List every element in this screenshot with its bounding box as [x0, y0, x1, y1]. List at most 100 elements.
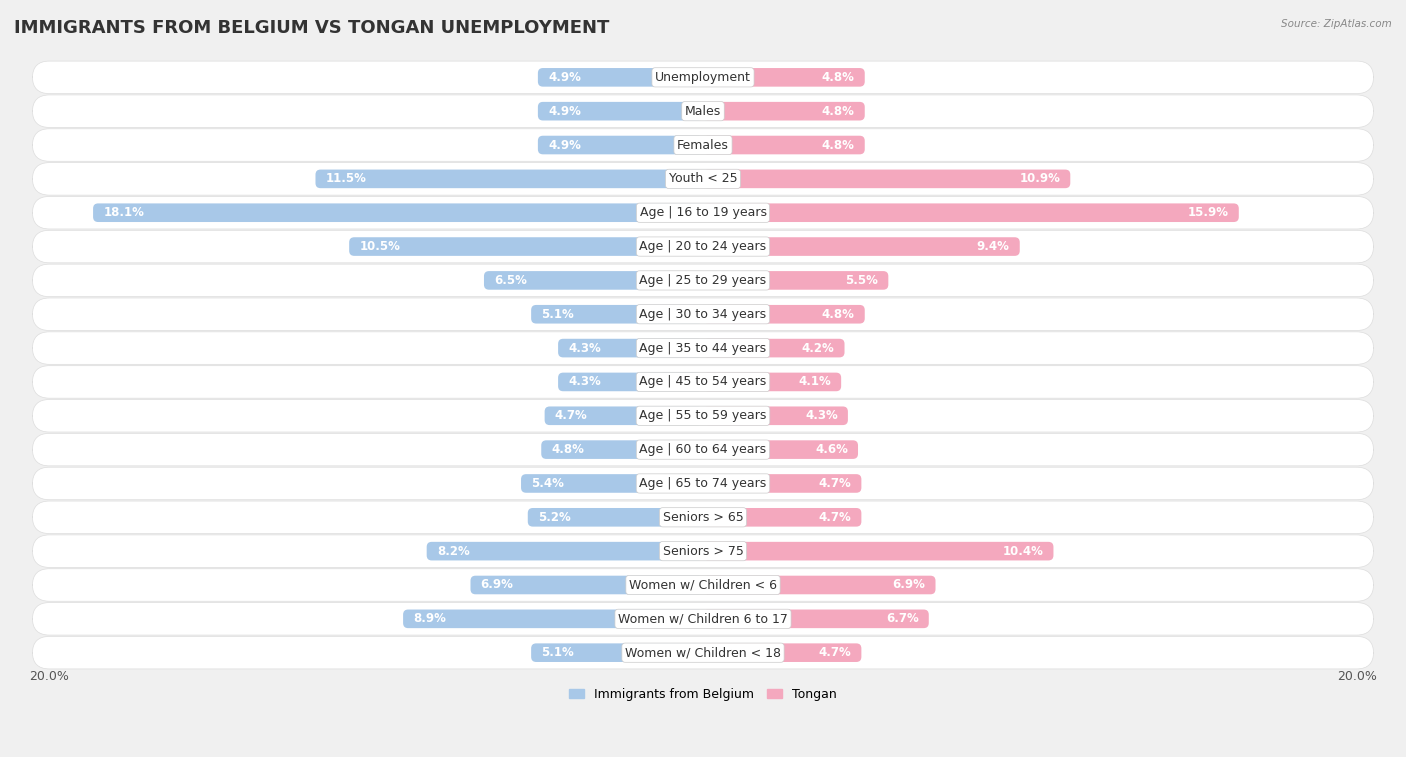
Text: Women w/ Children < 18: Women w/ Children < 18	[626, 646, 780, 659]
FancyBboxPatch shape	[531, 643, 703, 662]
FancyBboxPatch shape	[558, 339, 703, 357]
Text: Unemployment: Unemployment	[655, 71, 751, 84]
FancyBboxPatch shape	[544, 407, 703, 425]
FancyBboxPatch shape	[522, 474, 703, 493]
FancyBboxPatch shape	[315, 170, 703, 188]
Text: 20.0%: 20.0%	[1337, 670, 1376, 683]
Text: IMMIGRANTS FROM BELGIUM VS TONGAN UNEMPLOYMENT: IMMIGRANTS FROM BELGIUM VS TONGAN UNEMPL…	[14, 19, 609, 37]
FancyBboxPatch shape	[32, 95, 1374, 127]
Text: 4.7%: 4.7%	[818, 511, 851, 524]
Text: 5.1%: 5.1%	[541, 646, 574, 659]
FancyBboxPatch shape	[32, 603, 1374, 635]
FancyBboxPatch shape	[703, 237, 1019, 256]
Text: 4.9%: 4.9%	[548, 139, 581, 151]
Text: Seniors > 65: Seniors > 65	[662, 511, 744, 524]
Text: 10.4%: 10.4%	[1002, 544, 1043, 558]
Text: 11.5%: 11.5%	[326, 173, 367, 185]
Text: Source: ZipAtlas.com: Source: ZipAtlas.com	[1281, 19, 1392, 29]
FancyBboxPatch shape	[703, 102, 865, 120]
FancyBboxPatch shape	[703, 407, 848, 425]
Text: 4.9%: 4.9%	[548, 71, 581, 84]
FancyBboxPatch shape	[32, 298, 1374, 331]
Text: 4.8%: 4.8%	[821, 104, 855, 117]
FancyBboxPatch shape	[703, 609, 929, 628]
FancyBboxPatch shape	[32, 366, 1374, 398]
FancyBboxPatch shape	[32, 163, 1374, 195]
FancyBboxPatch shape	[32, 501, 1374, 534]
Text: 6.7%: 6.7%	[886, 612, 918, 625]
Text: 6.9%: 6.9%	[481, 578, 513, 591]
Text: Age | 30 to 34 years: Age | 30 to 34 years	[640, 308, 766, 321]
FancyBboxPatch shape	[541, 441, 703, 459]
Text: Women w/ Children < 6: Women w/ Children < 6	[628, 578, 778, 591]
Text: 10.9%: 10.9%	[1019, 173, 1060, 185]
FancyBboxPatch shape	[538, 68, 703, 86]
FancyBboxPatch shape	[703, 441, 858, 459]
FancyBboxPatch shape	[349, 237, 703, 256]
Text: 4.7%: 4.7%	[818, 477, 851, 490]
Text: 4.9%: 4.9%	[548, 104, 581, 117]
Text: 5.2%: 5.2%	[538, 511, 571, 524]
Text: 4.7%: 4.7%	[818, 646, 851, 659]
Text: 4.8%: 4.8%	[821, 71, 855, 84]
FancyBboxPatch shape	[471, 575, 703, 594]
Text: 4.8%: 4.8%	[821, 139, 855, 151]
FancyBboxPatch shape	[32, 535, 1374, 568]
Text: 4.2%: 4.2%	[801, 341, 834, 354]
FancyBboxPatch shape	[703, 170, 1070, 188]
FancyBboxPatch shape	[703, 339, 845, 357]
Text: Age | 16 to 19 years: Age | 16 to 19 years	[640, 206, 766, 220]
Text: 4.7%: 4.7%	[555, 410, 588, 422]
Text: 15.9%: 15.9%	[1188, 206, 1229, 220]
FancyBboxPatch shape	[703, 271, 889, 290]
FancyBboxPatch shape	[404, 609, 703, 628]
FancyBboxPatch shape	[703, 68, 865, 86]
FancyBboxPatch shape	[32, 61, 1374, 94]
FancyBboxPatch shape	[32, 433, 1374, 466]
Text: Age | 60 to 64 years: Age | 60 to 64 years	[640, 443, 766, 456]
FancyBboxPatch shape	[32, 264, 1374, 297]
Text: 4.8%: 4.8%	[551, 443, 585, 456]
Text: 5.5%: 5.5%	[845, 274, 879, 287]
Text: 8.9%: 8.9%	[413, 612, 446, 625]
FancyBboxPatch shape	[484, 271, 703, 290]
Text: 4.3%: 4.3%	[568, 375, 600, 388]
Text: 20.0%: 20.0%	[30, 670, 69, 683]
Text: Age | 45 to 54 years: Age | 45 to 54 years	[640, 375, 766, 388]
Text: Youth < 25: Youth < 25	[669, 173, 737, 185]
FancyBboxPatch shape	[703, 575, 935, 594]
Text: 6.5%: 6.5%	[494, 274, 527, 287]
Text: 6.9%: 6.9%	[893, 578, 925, 591]
FancyBboxPatch shape	[527, 508, 703, 527]
Text: Age | 20 to 24 years: Age | 20 to 24 years	[640, 240, 766, 253]
FancyBboxPatch shape	[32, 400, 1374, 432]
FancyBboxPatch shape	[32, 569, 1374, 601]
Text: 4.3%: 4.3%	[568, 341, 600, 354]
Text: 9.4%: 9.4%	[977, 240, 1010, 253]
Text: Age | 65 to 74 years: Age | 65 to 74 years	[640, 477, 766, 490]
Legend: Immigrants from Belgium, Tongan: Immigrants from Belgium, Tongan	[564, 683, 842, 706]
Text: 10.5%: 10.5%	[360, 240, 401, 253]
FancyBboxPatch shape	[703, 372, 841, 391]
FancyBboxPatch shape	[32, 637, 1374, 669]
Text: Males: Males	[685, 104, 721, 117]
Text: Seniors > 75: Seniors > 75	[662, 544, 744, 558]
FancyBboxPatch shape	[93, 204, 703, 222]
Text: Age | 35 to 44 years: Age | 35 to 44 years	[640, 341, 766, 354]
FancyBboxPatch shape	[538, 136, 703, 154]
FancyBboxPatch shape	[538, 102, 703, 120]
Text: 18.1%: 18.1%	[103, 206, 143, 220]
FancyBboxPatch shape	[703, 643, 862, 662]
FancyBboxPatch shape	[703, 508, 862, 527]
FancyBboxPatch shape	[531, 305, 703, 323]
FancyBboxPatch shape	[703, 474, 862, 493]
Text: 4.1%: 4.1%	[799, 375, 831, 388]
FancyBboxPatch shape	[703, 305, 865, 323]
FancyBboxPatch shape	[32, 129, 1374, 161]
FancyBboxPatch shape	[32, 230, 1374, 263]
Text: 4.8%: 4.8%	[821, 308, 855, 321]
FancyBboxPatch shape	[426, 542, 703, 560]
FancyBboxPatch shape	[32, 467, 1374, 500]
Text: 4.3%: 4.3%	[806, 410, 838, 422]
Text: Women w/ Children 6 to 17: Women w/ Children 6 to 17	[619, 612, 787, 625]
